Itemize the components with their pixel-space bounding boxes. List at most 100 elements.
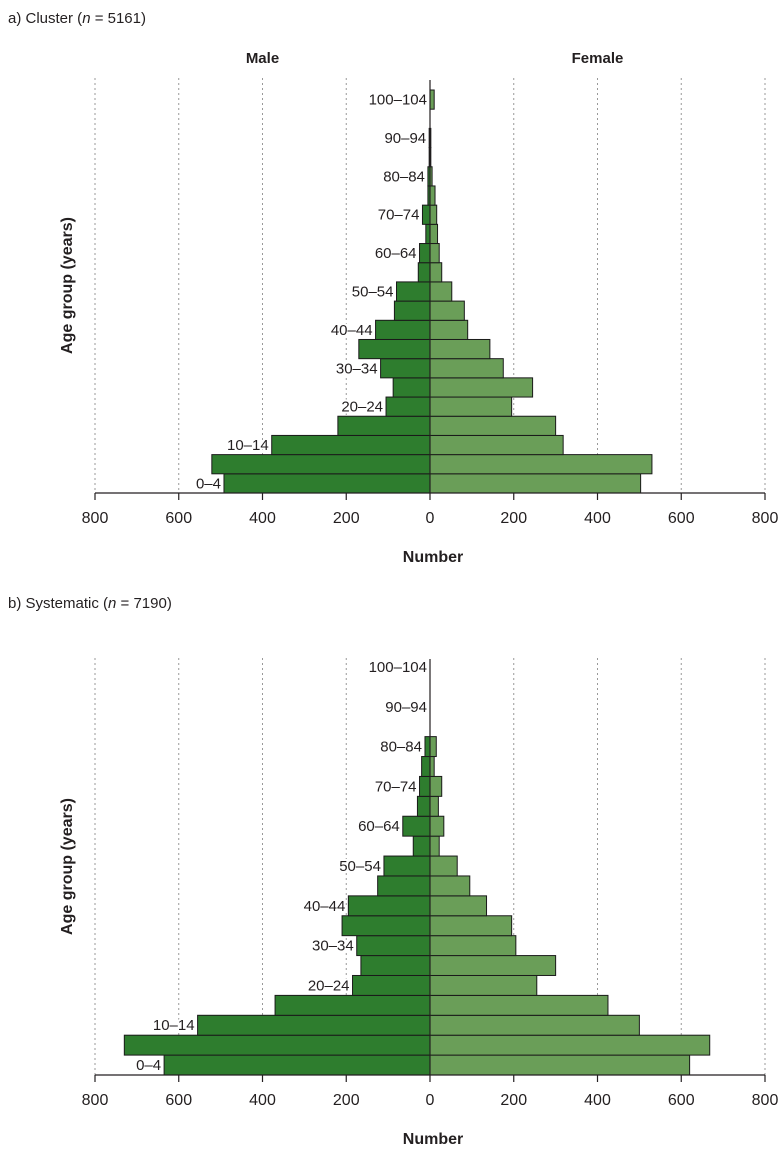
bar-male xyxy=(412,835,431,857)
panel-b-title: b) Systematic (n = 7190) xyxy=(8,595,172,612)
panel-a-title: a) Cluster (n = 5161) xyxy=(8,10,146,27)
bar-female xyxy=(429,815,445,837)
bar-male xyxy=(356,935,431,957)
bar-male xyxy=(424,736,431,758)
bar-female xyxy=(429,262,443,283)
age-group-label: 60–64 xyxy=(358,818,400,835)
x-tick-label: 0 xyxy=(426,1092,435,1109)
age-group-label: 30–34 xyxy=(312,938,354,955)
bar-female xyxy=(429,377,534,398)
bar-female xyxy=(429,775,443,797)
bar-male xyxy=(421,756,431,777)
bar-female xyxy=(429,281,453,302)
age-group-label: 60–64 xyxy=(375,245,417,262)
age-group-label: 50–54 xyxy=(352,284,394,301)
bar-male xyxy=(197,1014,431,1036)
bar-male xyxy=(358,338,431,360)
bar-female xyxy=(429,358,504,379)
bar-female xyxy=(429,855,458,877)
panel-a-cluster: a) Cluster (n = 5161) Male Female 0–4 10–14… xyxy=(8,10,778,566)
bar-female xyxy=(429,895,488,917)
y-axis-title: Age group (years) xyxy=(59,217,76,354)
bar-female xyxy=(429,736,437,758)
age-group-label: 70–74 xyxy=(375,778,417,795)
bar-male xyxy=(274,994,431,1016)
bar-male xyxy=(396,281,431,302)
bar-female xyxy=(429,875,471,897)
bar-female xyxy=(429,835,440,857)
column-label-female: Female xyxy=(572,50,624,67)
bar-male xyxy=(341,915,431,937)
bar-female xyxy=(429,756,435,777)
x-tick-label: 0 xyxy=(426,510,435,527)
bar-male xyxy=(385,396,431,417)
age-group-label: 30–34 xyxy=(336,360,378,377)
age-group-label: 80–84 xyxy=(383,168,425,185)
bar-female xyxy=(429,204,438,225)
x-tick-label: 400 xyxy=(249,510,276,527)
age-group-label: 0–4 xyxy=(196,475,221,492)
x-tick-label: 200 xyxy=(500,510,527,527)
bar-female xyxy=(429,994,609,1016)
bar-male xyxy=(211,454,431,475)
x-tick-label: 800 xyxy=(82,1092,109,1109)
x-tick-label: 200 xyxy=(333,1092,360,1109)
bar-female xyxy=(429,1054,691,1076)
bar-male xyxy=(383,855,431,877)
bar-female xyxy=(429,89,435,110)
age-group-label: 90–94 xyxy=(385,699,427,716)
age-group-label: 90–94 xyxy=(384,130,426,147)
age-group-label: 10–14 xyxy=(227,437,269,454)
x-tick-label: 400 xyxy=(584,1092,611,1109)
x-tick-label: 600 xyxy=(668,1092,695,1109)
bar-male xyxy=(337,415,431,436)
bar-female xyxy=(429,1034,711,1056)
bar-female xyxy=(429,454,653,475)
bar-male xyxy=(393,300,431,321)
bar-female xyxy=(429,974,538,996)
age-group-label: 20–24 xyxy=(308,977,350,994)
bar-female xyxy=(429,955,557,976)
age-group-label: 10–14 xyxy=(153,1017,195,1034)
x-tick-label: 800 xyxy=(82,510,109,527)
bar-male xyxy=(402,815,431,837)
x-tick-label: 600 xyxy=(165,1092,192,1109)
bar-male xyxy=(163,1054,431,1076)
chart-a-pyramid: Male Female 0–4 10–14 20–24 30–34 40–44 50–54 60… xyxy=(59,50,778,566)
bar-female xyxy=(429,319,469,340)
bar-female xyxy=(429,185,436,206)
age-group-label: 80–84 xyxy=(380,739,422,756)
bar-male xyxy=(377,875,431,897)
bar-female xyxy=(429,396,513,417)
bar-male xyxy=(419,243,431,264)
age-group-label: 70–74 xyxy=(378,207,420,224)
age-group-label: 40–44 xyxy=(331,322,373,339)
x-tick-label: 400 xyxy=(249,1092,276,1109)
x-tick-label: 200 xyxy=(500,1092,527,1109)
bar-female xyxy=(429,415,557,436)
bar-male xyxy=(223,473,431,494)
bar-female xyxy=(429,795,439,817)
age-group-label: 100–104 xyxy=(369,92,427,109)
bar-male xyxy=(380,358,431,379)
bar-female xyxy=(429,935,517,957)
x-tick-label: 600 xyxy=(165,510,192,527)
bar-male xyxy=(375,319,431,340)
age-group-label: 20–24 xyxy=(341,399,383,416)
panel-b-systematic: b) Systematic (n = 7190) 0–4 10–14 20–24 30… xyxy=(0,585,781,1149)
x-axis-title: Number xyxy=(403,1131,463,1148)
bar-female xyxy=(429,300,465,321)
bar-male xyxy=(425,223,431,245)
bar-male xyxy=(392,377,431,398)
bar-female xyxy=(429,243,440,264)
bar-male xyxy=(421,204,431,225)
column-label-male: Male xyxy=(246,50,279,67)
age-group-label: 50–54 xyxy=(339,858,381,875)
bar-male xyxy=(416,795,431,817)
x-tick-label: 200 xyxy=(333,510,360,527)
bar-male xyxy=(419,775,431,797)
bar-male xyxy=(271,434,431,456)
bar-male xyxy=(417,262,431,283)
age-group-label: 100–104 xyxy=(369,659,427,676)
bar-female xyxy=(429,915,513,937)
